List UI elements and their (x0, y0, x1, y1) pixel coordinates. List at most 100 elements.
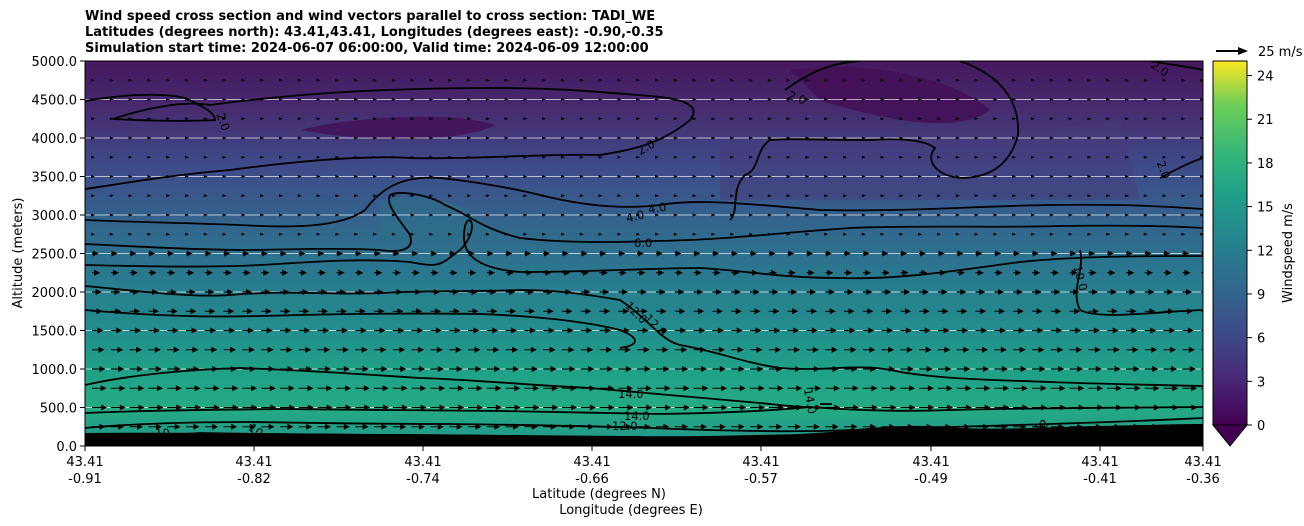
wind-vector-head (617, 175, 622, 178)
wind-vector-head (157, 404, 164, 411)
wind-vector-head (568, 346, 575, 353)
wind-vector-head (1181, 155, 1186, 159)
wind-vector-head (1125, 136, 1129, 140)
wind-vector-head (579, 175, 584, 178)
wind-vector-head (730, 155, 735, 159)
wind-vector-head (213, 385, 220, 392)
wind-vector-head (947, 404, 954, 411)
wind-vector-head (504, 98, 509, 101)
wind-vector-head (829, 308, 836, 315)
wind-vector-head (754, 308, 761, 315)
wind-vector-head (128, 232, 133, 236)
wind-vector-head (316, 117, 321, 121)
wind-vector-head (297, 232, 302, 236)
wind-vector-head (297, 136, 302, 140)
contour-label: 10 (155, 426, 170, 440)
wind-vector-head (899, 155, 904, 159)
wind-vector-head (757, 366, 764, 372)
wind-vector-head (692, 155, 697, 159)
wind-vector-head (861, 117, 866, 121)
wind-vector-head (1068, 117, 1073, 121)
wind-vector-head (1038, 346, 1045, 353)
wind-vector-head (789, 269, 796, 276)
wind-vector-head (769, 250, 776, 257)
wind-vector-head (1143, 98, 1148, 101)
low-speed-region (790, 66, 990, 124)
wind-vector-head (91, 78, 95, 82)
wind-vector-head (711, 136, 716, 140)
wind-vector-head (91, 213, 95, 217)
wind-vector-head (961, 308, 968, 315)
wind-vector-head (185, 175, 189, 178)
wind-vector-head (946, 385, 953, 392)
wind-vector-head (757, 423, 764, 430)
wind-vector-head (792, 308, 799, 315)
wind-vector-head (91, 194, 95, 198)
wind-vector-head (266, 327, 273, 334)
wind-vector-head (429, 194, 434, 198)
wind-vector-head (429, 78, 434, 82)
wind-vector-head (645, 385, 652, 392)
wind-vector-head (1092, 289, 1098, 295)
wind-vector-head (1115, 385, 1122, 392)
wind-vector-head (562, 250, 569, 257)
wind-vector-head (1055, 308, 1062, 315)
x-tick-label-lat: 43.41 (235, 455, 272, 470)
wind-vector-head (131, 269, 138, 276)
wind-vector-head (731, 250, 738, 257)
wind-vector-head (152, 308, 159, 315)
wind-vector-head (458, 404, 465, 411)
wind-vector-head (439, 404, 446, 411)
wind-vector-head (738, 366, 745, 372)
wind-vector-head (636, 194, 641, 198)
wind-vector-head (542, 78, 547, 82)
wind-vector-head (362, 423, 369, 430)
wind-vector-head (1162, 155, 1167, 159)
wind-vector-head (680, 327, 687, 334)
wind-vector-head (1200, 78, 1203, 82)
wind-vector-head (767, 98, 772, 101)
wind-vector-head (467, 78, 471, 82)
wind-vector-head (467, 232, 471, 236)
wind-vector-head (646, 404, 653, 411)
wind-vector-head (655, 194, 659, 198)
wind-vector-head (1125, 78, 1129, 82)
contour-label: 14.0 (618, 387, 644, 401)
wind-vector-head (711, 117, 716, 121)
wind-vector-head (1114, 366, 1121, 372)
wind-vector-head (189, 289, 196, 295)
wind-vector-head (843, 213, 847, 217)
wind-vector-head (1087, 175, 1092, 178)
wind-vector-head (919, 250, 926, 257)
wind-vector-head (373, 232, 377, 236)
wind-vector-head (335, 232, 340, 236)
contour-14 (85, 309, 636, 349)
wind-vector-head (373, 194, 377, 198)
wind-vector-head (166, 232, 171, 236)
wind-vector-head (998, 308, 1005, 315)
wind-vector-head (636, 117, 641, 121)
wind-vector-head (167, 250, 174, 257)
wind-vector-head (993, 155, 998, 159)
contour-2 (729, 61, 1019, 221)
wind-vector-head (514, 385, 521, 392)
wind-vector-head (263, 269, 270, 276)
wind-vector-head (695, 269, 702, 276)
wind-vector-head (222, 175, 227, 178)
wind-vector-head (598, 175, 603, 178)
wind-vector-head (244, 269, 251, 276)
wind-vector-head (941, 289, 948, 295)
wind-vector-head (467, 117, 471, 121)
wind-vector-head (730, 232, 735, 236)
wind-vector-head (755, 327, 762, 334)
wind-vector-head (227, 289, 234, 295)
wind-vector-head (1200, 98, 1203, 101)
wind-vector-head (923, 308, 930, 315)
wind-vector-head (606, 346, 613, 353)
wind-vector-head (918, 213, 923, 217)
wind-vector-head (937, 78, 941, 82)
wind-vector-head (476, 385, 483, 392)
wind-vector-head (1049, 155, 1054, 159)
wind-vector-head (119, 385, 126, 392)
wind-vector-head (711, 213, 716, 217)
